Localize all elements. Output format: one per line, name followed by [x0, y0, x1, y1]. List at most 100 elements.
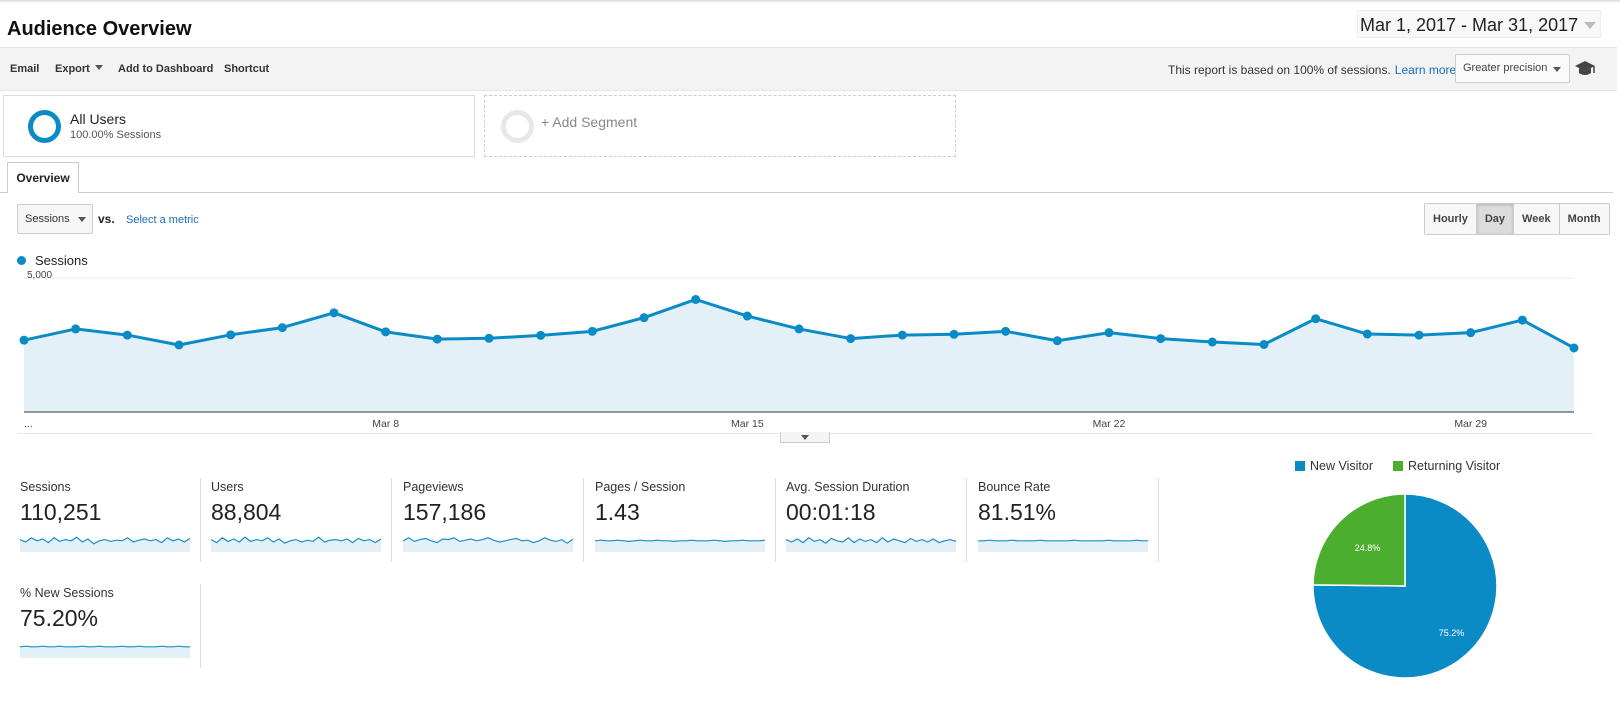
sparkline-line	[20, 536, 190, 545]
sparkline-line	[978, 539, 1148, 542]
pie-slice-returning-visitor	[1312, 493, 1406, 587]
top-shadow	[0, 0, 1620, 3]
scorecard-divider	[200, 478, 201, 562]
add-segment-label: + Add Segment	[541, 114, 638, 130]
legend-swatch-returning	[1393, 461, 1403, 471]
pie-slice-new-visitor	[1312, 493, 1498, 679]
scorecard-value: 88,804	[211, 499, 282, 525]
x-tick-label: Mar 15	[731, 418, 764, 430]
data-point	[19, 335, 29, 345]
y-tick-label: 5,000	[27, 270, 52, 281]
sparkline-area	[978, 540, 1148, 552]
precision-select[interactable]: Greater precision	[1455, 54, 1570, 83]
metric-select-label: Sessions	[25, 213, 70, 225]
scorecard[interactable]: Bounce Rate 81.51%	[975, 480, 1165, 562]
scorecard-divider	[583, 478, 584, 562]
sparkline	[20, 645, 190, 658]
data-point	[1517, 315, 1527, 325]
sparkline-line	[20, 645, 190, 648]
visitor-pie-chart: 75.2% 24.8%	[1312, 493, 1498, 679]
granularity-month[interactable]: Month	[1558, 204, 1609, 234]
data-point	[639, 313, 649, 323]
pie-legend-returning-label: Returning Visitor	[1408, 459, 1501, 473]
sparkline-line	[403, 537, 573, 544]
sparkline-line	[211, 536, 381, 544]
sparkline-line	[786, 537, 956, 544]
scorecard-divider	[200, 584, 201, 668]
scorecard-divider	[775, 478, 776, 562]
data-point	[846, 334, 856, 344]
data-point	[691, 294, 701, 304]
pie-legend-new-label: New Visitor	[1310, 459, 1373, 473]
scorecard[interactable]: Sessions 110,251	[17, 480, 207, 562]
data-point	[536, 330, 546, 340]
scorecard[interactable]: % New Sessions 75.20%	[17, 586, 207, 668]
data-point	[174, 340, 184, 350]
data-point	[432, 334, 442, 344]
graduation-cap-icon[interactable]	[1574, 58, 1596, 80]
pie-slice-label: 24.8%	[1355, 543, 1381, 553]
scorecard-divider	[391, 478, 392, 562]
data-point	[1104, 328, 1114, 338]
export-label: Export	[55, 63, 90, 75]
select-metric-link[interactable]: Select a metric	[126, 214, 199, 226]
scorecard-value: 75.20%	[20, 605, 99, 631]
scorecard-label: Avg. Session Duration	[786, 480, 910, 494]
series-legend-dot	[17, 256, 26, 265]
report-toolbar: Email Export Add to Dashboard Shortcut T…	[0, 47, 1617, 91]
segment-all-users[interactable]: All Users 100.00% Sessions	[3, 95, 475, 157]
sparkline	[20, 536, 190, 552]
series-legend-label: Sessions	[35, 253, 88, 268]
sparkline	[403, 537, 573, 552]
metric-select[interactable]: Sessions	[17, 204, 93, 234]
chart-collapse-toggle[interactable]	[780, 432, 830, 443]
pie-legend-new: New Visitor	[1295, 459, 1373, 473]
scorecard-label: Pageviews	[403, 480, 464, 494]
scorecard[interactable]: Users 88,804	[208, 480, 398, 562]
sessions-area	[24, 299, 1574, 412]
scorecard[interactable]: Pageviews 157,186	[400, 480, 590, 562]
scorecard-value: 81.51%	[978, 499, 1057, 525]
add-segment-button[interactable]: + Add Segment	[484, 95, 956, 157]
email-button[interactable]: Email	[10, 63, 40, 75]
scorecard[interactable]: Avg. Session Duration 00:01:18	[783, 480, 973, 562]
tab-overview[interactable]: Overview	[7, 162, 79, 193]
scorecard-label: Pages / Session	[595, 480, 686, 494]
data-point	[226, 330, 236, 340]
scorecard-value: 00:01:18	[786, 499, 876, 525]
sparkline-area	[403, 537, 573, 552]
data-point	[794, 324, 804, 334]
add-to-dashboard-button[interactable]: Add to Dashboard	[118, 63, 214, 75]
data-point	[1207, 337, 1217, 347]
data-point	[897, 330, 907, 340]
sparkline	[978, 539, 1148, 552]
scorecard-value: 1.43	[595, 499, 640, 525]
data-point	[1001, 326, 1011, 336]
scorecard-label: % New Sessions	[20, 586, 114, 600]
date-range-picker[interactable]: Mar 1, 2017 - Mar 31, 2017	[1357, 10, 1602, 38]
scorecard[interactable]: Pages / Session 1.43	[592, 480, 782, 562]
pie-slice-label: 75.2%	[1439, 628, 1465, 638]
data-point	[1156, 334, 1166, 344]
sparkline	[211, 536, 381, 552]
shortcut-button[interactable]: Shortcut	[224, 63, 270, 75]
vs-label: vs.	[98, 212, 115, 226]
x-tick-label: ...	[24, 418, 33, 430]
granularity-day[interactable]: Day	[1475, 204, 1514, 234]
learn-more-link[interactable]: Learn more	[1394, 63, 1457, 77]
data-point	[381, 327, 391, 337]
granularity-week[interactable]: Week	[1513, 204, 1559, 234]
scorecard-label: Users	[211, 480, 244, 494]
data-point	[484, 333, 494, 343]
sparkline	[595, 539, 765, 552]
sampling-note-text: This report is based on 100% of sessions…	[1168, 63, 1391, 77]
segment-ring-icon	[28, 110, 61, 143]
data-point	[949, 329, 959, 339]
precision-label: Greater precision	[1463, 62, 1548, 74]
data-point	[587, 326, 597, 336]
scorecard-label: Bounce Rate	[978, 480, 1051, 494]
scorecard-value: 157,186	[403, 499, 487, 525]
data-point	[1362, 329, 1372, 339]
export-button[interactable]: Export	[55, 63, 103, 75]
granularity-hourly[interactable]: Hourly	[1425, 204, 1476, 234]
